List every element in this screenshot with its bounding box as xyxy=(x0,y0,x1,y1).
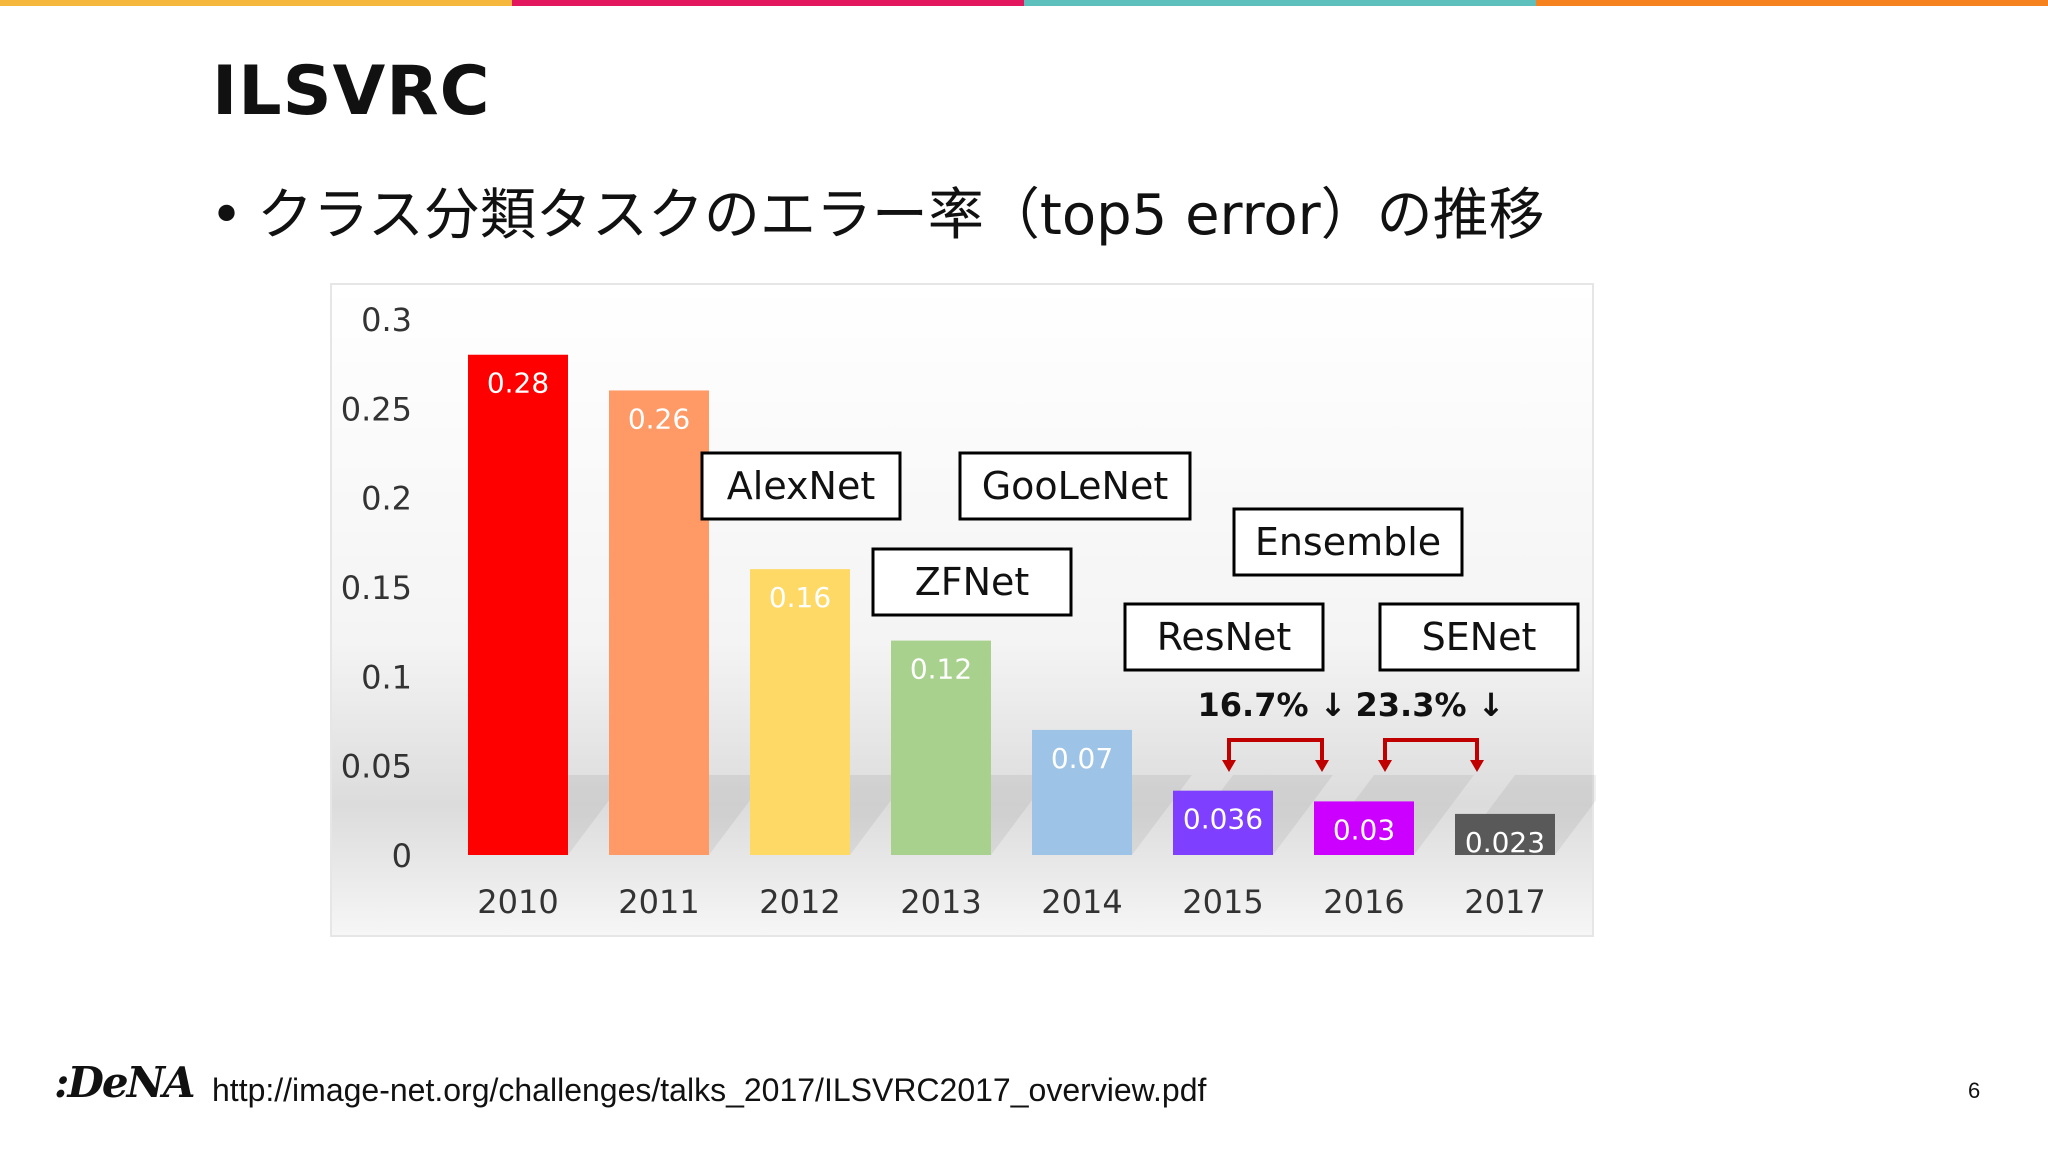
bar-2017 xyxy=(1455,813,1555,855)
x-tick-label: 2012 xyxy=(759,883,840,921)
reduction-bracket xyxy=(1227,738,1324,762)
bullet-dot: • xyxy=(210,183,244,248)
bullet-text: クラス分類タスクのエラー率（top5 error）の推移 xyxy=(257,183,1545,248)
bar-2010 xyxy=(468,354,568,855)
annotation-label: Ensemble xyxy=(1255,520,1441,564)
arrow-head-icon xyxy=(1378,760,1392,772)
annotation-label: ZFNet xyxy=(915,560,1030,604)
x-tick-label: 2014 xyxy=(1041,883,1122,921)
bar-value-label: 0.07 xyxy=(1051,742,1113,775)
x-tick-label: 2015 xyxy=(1182,883,1263,921)
bar-value-label: 0.036 xyxy=(1183,803,1263,836)
top-color-bar xyxy=(0,0,2048,6)
reduction-bracket xyxy=(1383,738,1479,762)
top-bar-segment-3 xyxy=(1024,0,1536,6)
annotation-label: SENet xyxy=(1422,615,1537,659)
y-tick-label: 0.2 xyxy=(361,480,412,518)
annotation-box-ensemble xyxy=(1232,507,1464,577)
annotation-label: GooLeNet xyxy=(982,464,1169,508)
top-bar-segment-4 xyxy=(1536,0,2048,6)
y-tick-label: 0.1 xyxy=(361,658,412,696)
arrow-head-icon xyxy=(1470,760,1484,772)
bar-2011 xyxy=(609,390,709,855)
annotation-label: ResNet xyxy=(1157,615,1292,659)
bar-2012 xyxy=(750,569,850,855)
page-number: 6 xyxy=(1968,1078,1981,1103)
source-url: http://image-net.org/challenges/talks_20… xyxy=(212,1072,1207,1108)
bar-2013 xyxy=(891,640,991,855)
bar-value-label: 0.16 xyxy=(769,581,831,614)
bar-2016 xyxy=(1314,801,1414,855)
dena-logo: :DeNA xyxy=(54,1058,196,1107)
arrow-head-icon xyxy=(1315,760,1329,772)
annotation-box-alexnet xyxy=(700,451,902,521)
annotation-box-resnet xyxy=(1123,602,1325,672)
x-tick-label: 2011 xyxy=(618,883,699,921)
x-tick-label: 2013 xyxy=(900,883,981,921)
bar-value-label: 0.03 xyxy=(1333,813,1395,846)
chart-frame: Classification Error00.050.10.150.20.250… xyxy=(330,283,1596,937)
x-tick-label: 2016 xyxy=(1323,883,1404,921)
annotation-label: AlexNet xyxy=(727,464,875,508)
arrow-head-icon xyxy=(1222,760,1236,772)
x-tick-label: 2010 xyxy=(477,883,558,921)
y-tick-label: 0.05 xyxy=(341,748,412,786)
bar-value-label: 0.12 xyxy=(910,653,972,686)
bar-chart: Classification Error00.050.10.150.20.250… xyxy=(341,301,1596,921)
reduction-label: 16.7% ↓ xyxy=(1198,686,1347,724)
annotation-box-zfnet xyxy=(871,547,1073,617)
reduction-label: 23.3% ↓ xyxy=(1356,686,1505,724)
annotation-box-senet xyxy=(1378,602,1580,672)
top-bar-segment-2 xyxy=(512,0,1024,6)
bar-value-label: 0.023 xyxy=(1465,826,1545,859)
annotation-box-goolenet xyxy=(958,451,1192,521)
bar-2015 xyxy=(1173,790,1273,855)
bar-value-label: 0.26 xyxy=(628,402,690,435)
y-tick-label: 0.25 xyxy=(341,390,412,428)
x-tick-label: 2017 xyxy=(1464,883,1545,921)
bar-2014 xyxy=(1032,729,1132,855)
top-bar-segment-1 xyxy=(0,0,512,6)
bar-value-label: 0.28 xyxy=(487,367,549,400)
bullet-line: • クラス分類タスクのエラー率（top5 error）の推移 xyxy=(210,170,1545,251)
slide-title: ILSVRC xyxy=(212,52,491,131)
y-tick-label: 0.3 xyxy=(361,301,412,339)
y-tick-label: 0 xyxy=(392,837,412,875)
y-tick-label: 0.15 xyxy=(341,569,412,607)
